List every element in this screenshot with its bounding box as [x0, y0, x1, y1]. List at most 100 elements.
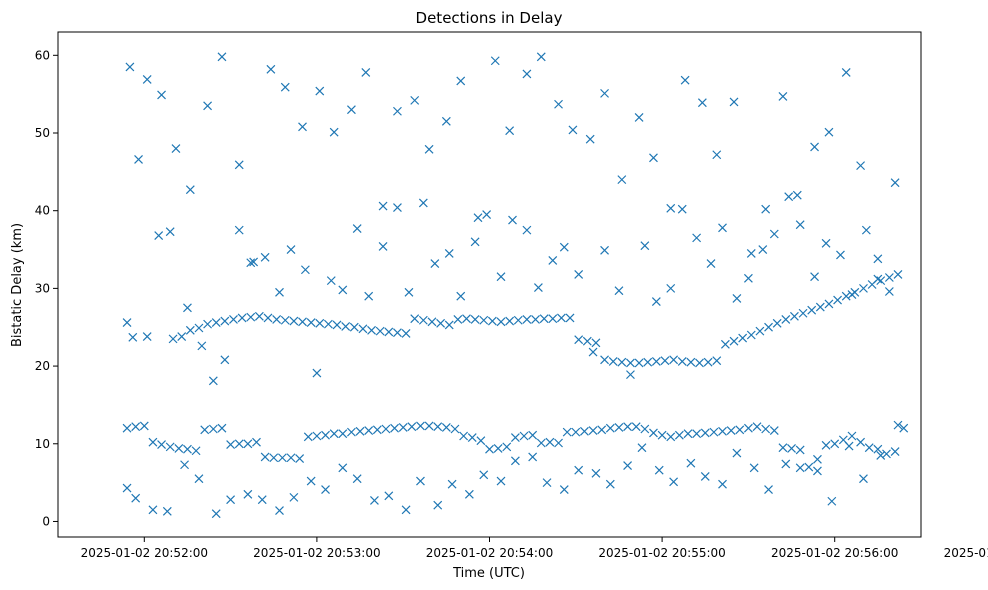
data-point	[677, 204, 687, 214]
data-point	[859, 474, 868, 484]
data-point	[709, 427, 719, 437]
data-point	[729, 97, 739, 107]
x-tick-label: 2025-01-02 20:56:00	[771, 546, 898, 560]
data-point	[200, 425, 210, 435]
data-point	[608, 356, 618, 366]
data-point	[795, 445, 805, 455]
data-point	[804, 462, 814, 472]
data-point	[522, 69, 532, 79]
y-axis-label: Bistatic Delay (km)	[10, 223, 25, 347]
data-point	[580, 426, 589, 436]
data-point	[197, 341, 207, 351]
data-point	[893, 420, 903, 430]
data-point	[686, 357, 696, 367]
data-point	[372, 425, 382, 435]
data-point	[183, 303, 192, 313]
data-point	[338, 429, 348, 439]
data-point	[131, 422, 141, 432]
data-point	[401, 505, 411, 515]
data-point	[749, 463, 759, 473]
data-point	[743, 273, 753, 283]
x-tick-label: 2025-01-02 20:53:00	[253, 546, 380, 560]
data-point	[378, 242, 388, 251]
data-point	[732, 448, 742, 458]
data-point	[718, 426, 727, 436]
data-point	[882, 449, 891, 459]
data-point	[177, 332, 187, 341]
data-point	[548, 314, 558, 324]
data-point	[861, 225, 871, 235]
data-point	[847, 290, 857, 300]
data-point	[243, 489, 253, 499]
data-point	[631, 422, 641, 432]
data-point	[884, 287, 894, 296]
data-point	[614, 423, 624, 432]
data-point	[260, 252, 270, 262]
data-point	[315, 86, 325, 96]
data-point	[234, 439, 244, 449]
data-point	[263, 313, 273, 323]
data-point	[286, 453, 296, 463]
data-point	[315, 318, 325, 328]
data-point	[876, 276, 886, 286]
data-point	[617, 175, 627, 185]
data-point	[220, 316, 230, 326]
data-point	[597, 425, 607, 435]
data-point	[827, 496, 837, 506]
x-tick-label: 2025-01-02 20:52:00	[81, 546, 208, 560]
data-point	[298, 317, 307, 327]
data-point	[752, 422, 762, 432]
data-point	[321, 485, 330, 495]
x-tick-label: 2025-01-02 20:55:00	[598, 546, 725, 560]
data-point	[660, 356, 670, 366]
data-point	[364, 291, 374, 301]
data-point	[496, 272, 506, 282]
data-points	[122, 52, 909, 519]
data-point	[122, 423, 132, 433]
data-point	[758, 245, 768, 254]
chart-title: Detections in Delay	[416, 9, 563, 27]
data-point	[203, 101, 213, 111]
data-point	[433, 500, 443, 510]
data-point	[536, 438, 546, 448]
data-point	[769, 426, 779, 435]
data-point	[700, 471, 710, 481]
data-point	[157, 440, 166, 449]
data-point	[712, 150, 722, 160]
data-point	[859, 283, 868, 293]
data-point	[183, 444, 192, 454]
data-point	[269, 453, 279, 463]
data-point	[370, 496, 379, 505]
data-point	[174, 444, 184, 453]
data-point	[640, 241, 650, 251]
data-point	[237, 313, 247, 323]
data-point	[649, 153, 658, 163]
data-point	[275, 506, 284, 516]
data-point	[720, 339, 730, 349]
data-point	[493, 444, 503, 453]
data-point	[824, 127, 834, 137]
data-point	[482, 210, 492, 220]
data-point	[669, 355, 679, 365]
data-point	[554, 438, 563, 448]
data-point	[637, 443, 647, 453]
data-point	[254, 311, 264, 321]
data-point	[856, 161, 866, 171]
data-point	[677, 356, 687, 366]
data-point	[358, 324, 368, 334]
data-point	[513, 315, 523, 325]
data-point	[649, 428, 658, 438]
data-point	[165, 227, 175, 237]
data-point	[433, 422, 443, 432]
data-point	[447, 479, 457, 489]
data-point	[706, 259, 716, 268]
data-point	[654, 465, 664, 475]
data-point	[634, 358, 644, 368]
data-point	[890, 447, 900, 456]
data-point	[669, 477, 679, 487]
data-point	[338, 285, 348, 295]
data-point	[453, 315, 463, 324]
data-point	[508, 215, 517, 225]
data-point	[142, 332, 152, 341]
data-point	[384, 491, 394, 501]
